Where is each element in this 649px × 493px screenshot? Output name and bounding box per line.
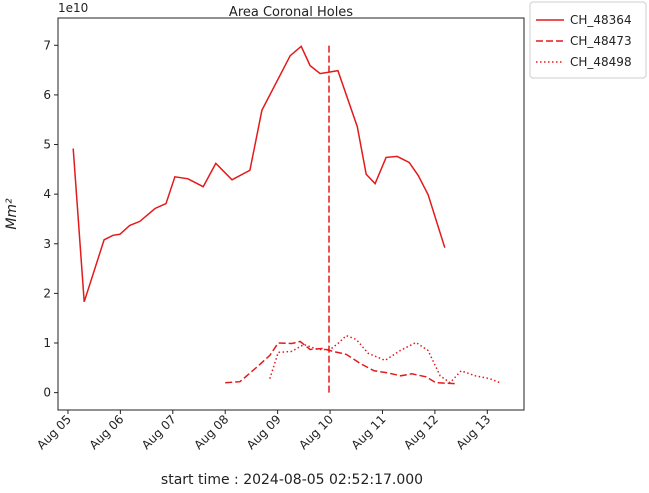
legend: CH_48364 CH_48473 CH_48498 — [529, 1, 647, 79]
y-tick-label: 2 — [43, 286, 51, 300]
y-tick-label: 3 — [43, 237, 51, 251]
x-tick-label: Aug 12 — [401, 412, 441, 452]
x-tick-label: Aug 06 — [87, 412, 127, 452]
x-tick-label: Aug 09 — [244, 412, 284, 452]
x-tick-label: Aug 07 — [139, 412, 179, 452]
axes-frame — [57, 17, 525, 411]
legend-label: CH_48364 — [570, 13, 632, 27]
x-tick-label: Aug 10 — [296, 412, 336, 452]
series-line — [269, 334, 501, 384]
y-offset-text: 1e10 — [58, 1, 88, 15]
series-line — [225, 340, 456, 385]
y-tick-label: 1 — [43, 336, 51, 350]
series-line — [72, 45, 446, 303]
x-tick-label: Aug 11 — [349, 412, 389, 452]
y-tick-label: 5 — [43, 138, 51, 152]
chart-title: Area Coronal Holes — [229, 5, 353, 20]
y-tick-label: 0 — [43, 386, 51, 400]
y-tick-label: 7 — [43, 38, 51, 52]
y-tick-label: 6 — [43, 88, 51, 102]
x-tick-label: Aug 05 — [34, 412, 74, 452]
x-axis-label: start time : 2024-08-05 02:52:17.000 — [161, 472, 423, 488]
legend-label: CH_48473 — [570, 34, 632, 48]
legend-box — [529, 1, 647, 79]
legend-label: CH_48498 — [570, 55, 632, 69]
x-tick-label: Aug 13 — [453, 412, 493, 452]
y-tick-label: 4 — [43, 187, 51, 201]
y-axis-label: Mm² — [4, 198, 20, 230]
x-tick-label: Aug 08 — [191, 412, 231, 452]
